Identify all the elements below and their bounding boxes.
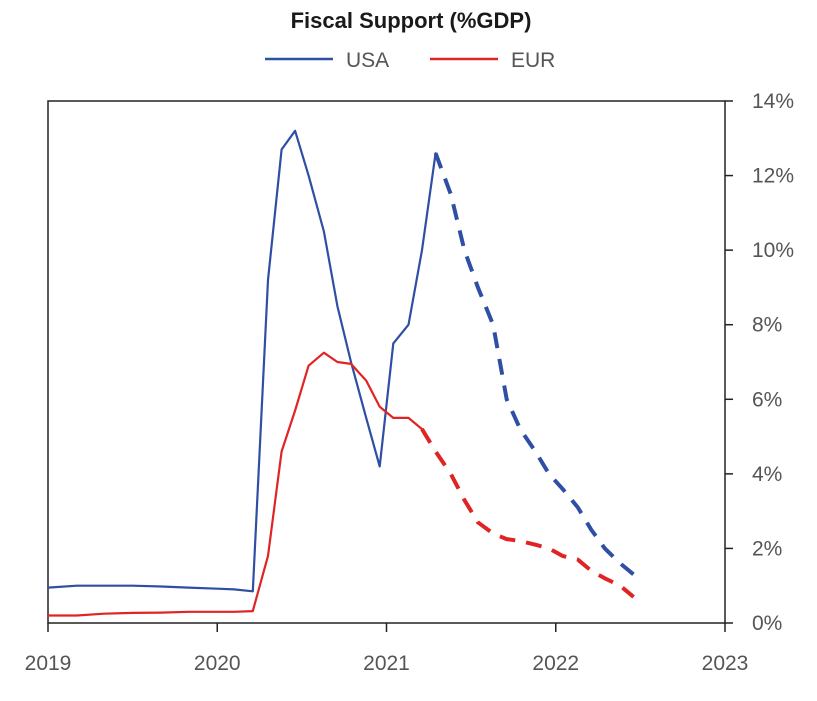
series-eur-line — [46, 351, 424, 617]
legend-label-usa: USA — [346, 49, 389, 72]
y-tick-label: 6% — [752, 388, 782, 411]
y-axis: 0% 2% 4% 6% 8% 10% 12% 14% — [725, 90, 794, 635]
x-tick-label: 2020 — [194, 652, 241, 675]
x-tick-label: 2019 — [25, 652, 72, 675]
series-eur-projection-line — [420, 428, 635, 599]
y-tick-label: 14% — [752, 90, 794, 113]
y-tick-label: 10% — [752, 239, 794, 262]
x-tick-label: 2021 — [363, 652, 410, 675]
y-tick-label: 8% — [752, 314, 782, 337]
y-tick-label: 0% — [752, 612, 782, 635]
plot-area — [46, 100, 726, 624]
y-tick-label: 12% — [752, 165, 794, 188]
series-usa-projection-line — [433, 152, 635, 577]
y-tick-label: 4% — [752, 463, 782, 486]
chart-title: Fiscal Support (%GDP) — [291, 8, 532, 33]
x-tick-label: 2023 — [702, 652, 749, 675]
series-usa-line — [46, 129, 437, 593]
legend-label-eur: EUR — [511, 49, 555, 72]
chart-legend: USA EUR — [265, 49, 555, 72]
plot-frame — [47, 100, 726, 624]
x-tick-label: 2022 — [532, 652, 579, 675]
x-axis: 2019 2020 2021 2022 2023 — [25, 623, 749, 675]
y-tick-label: 2% — [752, 537, 782, 560]
